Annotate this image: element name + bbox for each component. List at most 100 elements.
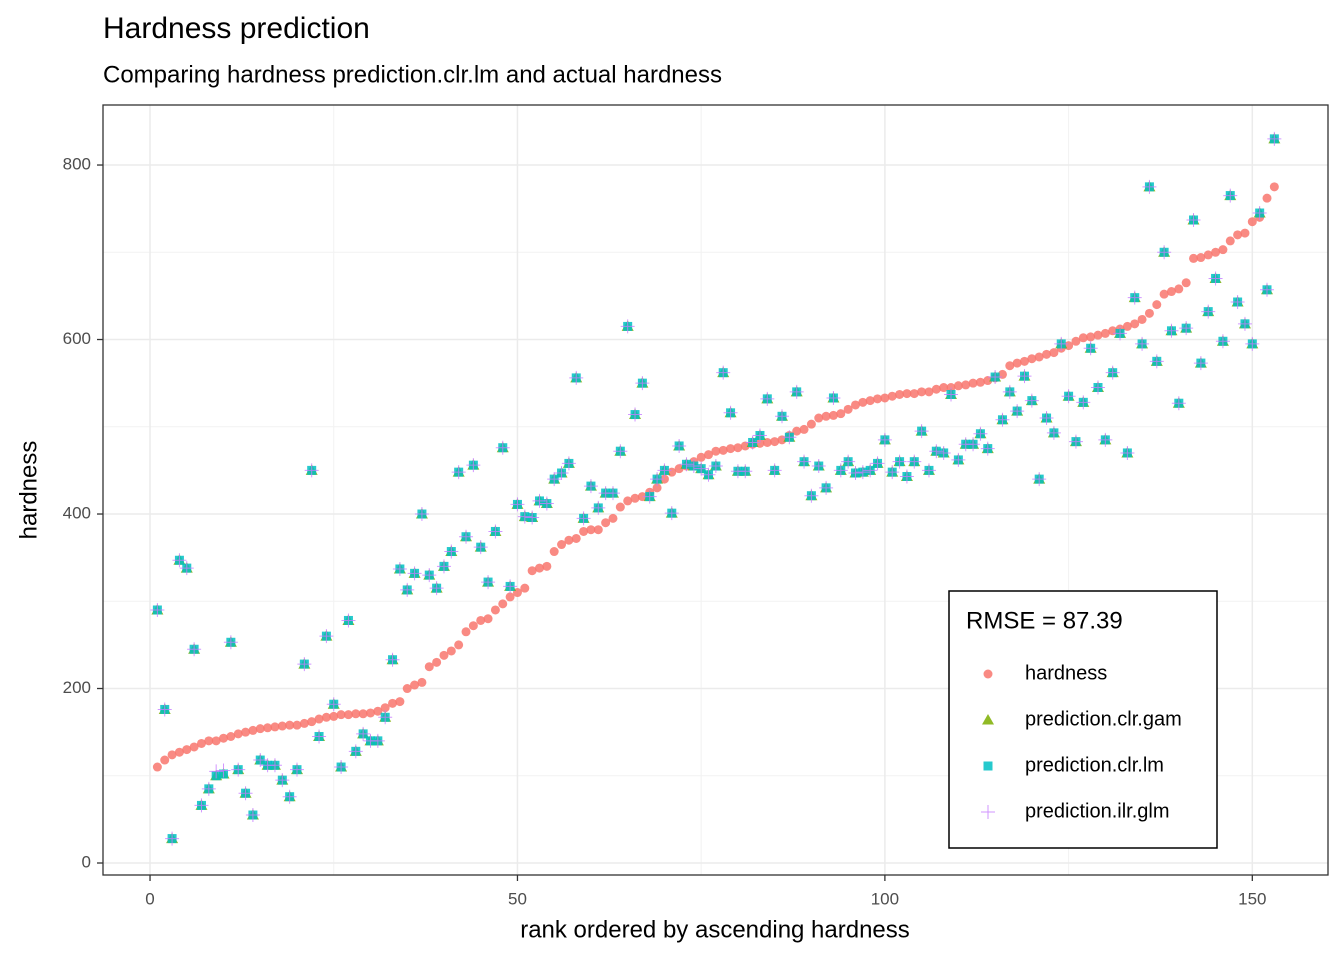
point (488, 524, 503, 539)
point (179, 561, 194, 576)
point (892, 454, 907, 469)
point (429, 581, 444, 596)
point (532, 493, 547, 508)
point (797, 454, 812, 469)
point (211, 736, 221, 746)
point (980, 441, 995, 456)
point (174, 747, 184, 757)
point (936, 445, 951, 460)
point (187, 642, 202, 657)
point (1208, 271, 1223, 286)
point (223, 635, 238, 650)
point (400, 582, 415, 597)
point (392, 561, 407, 576)
point (517, 509, 532, 524)
point (468, 621, 478, 631)
point (968, 378, 978, 388)
point (422, 568, 437, 583)
point (909, 389, 919, 399)
point (319, 629, 334, 644)
point (814, 413, 824, 423)
point (307, 717, 317, 727)
point (1166, 287, 1176, 297)
point (1223, 188, 1238, 203)
point (579, 526, 589, 536)
point (704, 450, 714, 460)
point (219, 733, 229, 743)
point (150, 602, 165, 617)
point (708, 459, 723, 474)
point (1218, 245, 1228, 255)
point (1127, 290, 1142, 305)
point (1049, 348, 1059, 358)
point (395, 697, 405, 707)
point (209, 764, 224, 779)
point (1159, 289, 1169, 299)
point (855, 465, 870, 480)
point (1245, 336, 1260, 351)
point (672, 438, 687, 453)
point (473, 540, 488, 555)
point (277, 721, 287, 731)
point (1252, 206, 1267, 221)
point (1105, 365, 1120, 380)
point (1010, 404, 1025, 419)
point (510, 497, 525, 512)
point (297, 657, 312, 672)
point (586, 525, 596, 535)
point (1068, 434, 1083, 449)
point (241, 727, 251, 737)
point (1032, 472, 1047, 487)
point (1093, 330, 1103, 340)
point (760, 391, 775, 406)
point (1071, 336, 1081, 346)
point (321, 712, 331, 722)
point (1211, 247, 1221, 257)
chart-subtitle: Comparing hardness prediction.clr.lm and… (103, 61, 722, 88)
point (343, 710, 353, 720)
point (792, 426, 802, 436)
chart-title: Hardness prediction (103, 12, 370, 45)
point (576, 511, 591, 526)
point (983, 376, 993, 386)
point (642, 489, 657, 504)
point (1039, 411, 1054, 426)
point (1225, 236, 1235, 246)
point (819, 480, 834, 495)
point (1237, 316, 1252, 331)
legend: RMSE = 87.39 hardness prediction.clr.gam p… (948, 590, 1218, 849)
legend-label: hardness (1025, 662, 1107, 684)
point (1002, 384, 1017, 399)
point (402, 684, 412, 694)
point (966, 437, 981, 452)
point (1083, 341, 1098, 356)
point (446, 646, 456, 656)
point (1164, 323, 1179, 338)
point (623, 496, 633, 506)
point (1215, 334, 1230, 349)
point (973, 426, 988, 441)
point (238, 786, 253, 801)
point (1061, 389, 1076, 404)
point (226, 731, 236, 741)
point (1005, 361, 1015, 371)
point (275, 773, 290, 788)
point (329, 711, 339, 721)
legend-key (981, 805, 995, 819)
point (1086, 332, 1096, 342)
point (557, 540, 567, 550)
point (454, 640, 464, 650)
point (826, 390, 841, 405)
point (1135, 336, 1150, 351)
point (953, 381, 963, 391)
point (1012, 358, 1022, 368)
point (290, 762, 305, 777)
point (312, 729, 327, 744)
point (745, 435, 760, 450)
point (451, 465, 466, 480)
point (204, 736, 214, 746)
point (1034, 352, 1044, 362)
point (1179, 321, 1194, 336)
point (843, 404, 853, 414)
point (348, 744, 363, 759)
